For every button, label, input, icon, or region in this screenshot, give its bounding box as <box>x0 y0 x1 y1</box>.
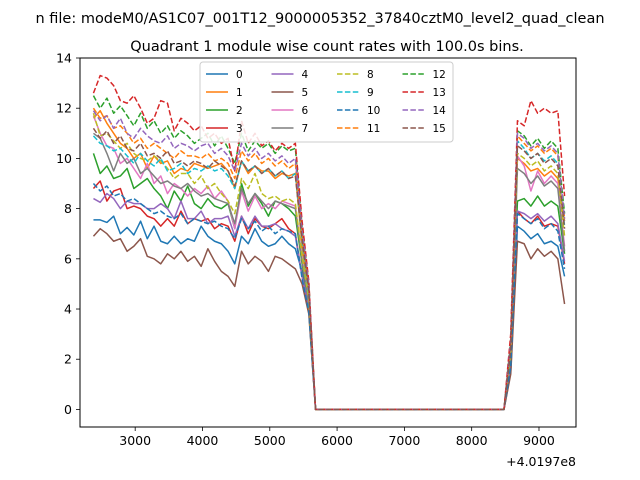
legend-label-7: 7 <box>302 123 309 135</box>
series-line-13 <box>92 74 566 411</box>
legend-label-6: 6 <box>302 105 309 117</box>
y-tick-label: 12 <box>56 101 72 116</box>
series-line-15 <box>92 127 566 411</box>
y-tick-label: 10 <box>56 151 72 166</box>
legend-label-12: 12 <box>433 69 446 81</box>
series-line-10 <box>92 183 566 411</box>
figure-suptitle: n file: modeM0/AS1C07_001T12_9000005352_… <box>35 11 604 27</box>
legend-label-14: 14 <box>433 105 447 117</box>
legend-label-13: 13 <box>433 87 446 99</box>
series-line-6 <box>92 115 566 411</box>
legend-label-8: 8 <box>367 69 374 81</box>
series-line-3 <box>92 180 566 411</box>
series-line-0 <box>93 215 566 411</box>
x-offset-label: +4.0197e8 <box>506 454 576 469</box>
axes-frame <box>79 57 577 428</box>
legend-label-10: 10 <box>367 105 380 117</box>
y-tick-label: 4 <box>64 302 72 317</box>
legend-label-9: 9 <box>367 87 374 99</box>
series-line-5 <box>92 227 566 411</box>
series-line-9 <box>92 135 566 411</box>
y-tick-label: 6 <box>64 251 72 266</box>
series-line-8 <box>92 113 566 411</box>
legend-label-11: 11 <box>367 123 380 135</box>
series-line-4 <box>93 192 566 411</box>
legend-label-4: 4 <box>302 69 309 81</box>
chart-title: Quadrant 1 module wise count rates with … <box>130 39 524 55</box>
legend-label-3: 3 <box>236 123 243 135</box>
y-tick-label: 2 <box>64 352 72 367</box>
legend-label-2: 2 <box>236 105 243 117</box>
legend-box <box>199 61 454 143</box>
x-tick-label: 4000 <box>187 433 219 448</box>
series-line-2 <box>92 153 566 411</box>
y-tick-label: 0 <box>64 402 72 417</box>
legend-label-0: 0 <box>236 69 243 81</box>
y-tick-label: 14 <box>56 51 72 66</box>
x-tick-label: 6000 <box>321 433 353 448</box>
x-tick-label: 7000 <box>388 433 420 448</box>
series-line-7 <box>93 132 566 411</box>
x-tick-label: 9000 <box>523 433 555 448</box>
legend-label-1: 1 <box>236 87 243 99</box>
x-tick-label: 3000 <box>119 433 151 448</box>
series-line-12 <box>92 95 566 411</box>
legend-label-15: 15 <box>433 123 446 135</box>
y-tick-label: 8 <box>64 201 72 216</box>
legend-label-5: 5 <box>302 87 309 99</box>
plot-area <box>92 74 566 411</box>
x-tick-label: 8000 <box>456 433 488 448</box>
x-tick-label: 5000 <box>254 433 286 448</box>
